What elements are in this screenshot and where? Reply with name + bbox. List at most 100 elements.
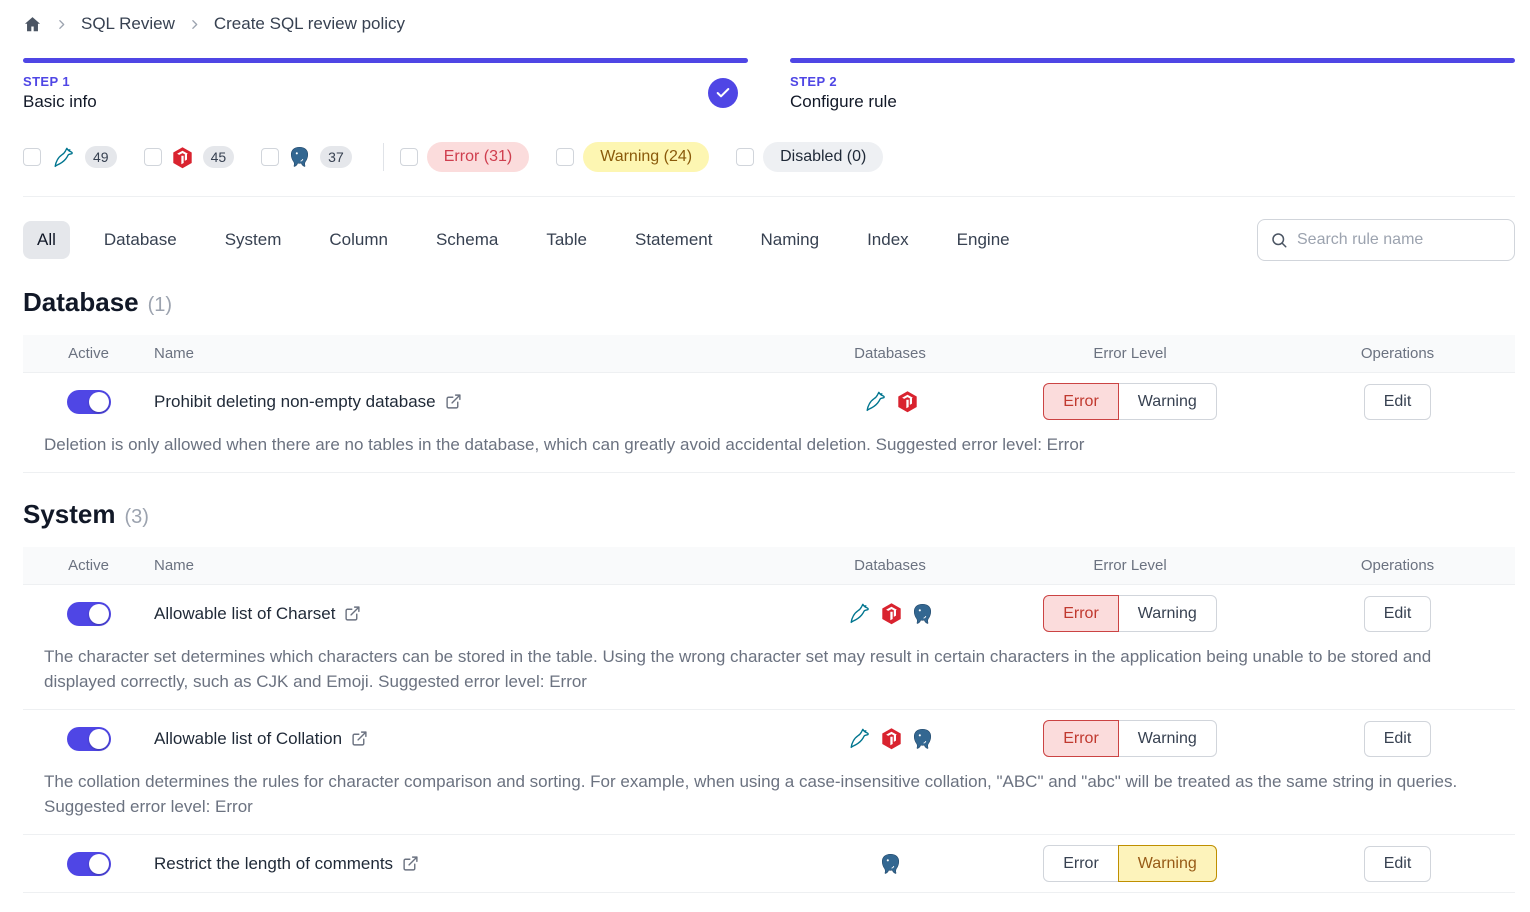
- category-tabs: All Database System Column Schema Table Statem…: [23, 221, 1024, 259]
- rule-active-toggle[interactable]: [66, 726, 111, 751]
- tab-engine[interactable]: Engine: [956, 230, 1010, 249]
- filter-level-warning-checkbox[interactable]: [556, 148, 575, 166]
- breadcrumb-sql-review[interactable]: SQL Review: [81, 14, 175, 33]
- tab-system[interactable]: System: [224, 230, 282, 249]
- tab-column[interactable]: Column: [329, 230, 388, 249]
- rule-name: Prohibit deleting non-empty database: [154, 391, 436, 411]
- filter-level-error: Error (31): [399, 142, 530, 172]
- level-option-error-button[interactable]: Error: [1043, 720, 1119, 757]
- rule-name: Restrict the length of comments: [154, 853, 394, 873]
- level-option-warning-button[interactable]: Warning: [1117, 595, 1217, 632]
- filter-engine-tidb-count: 45: [202, 146, 235, 168]
- home-icon[interactable]: [23, 15, 42, 34]
- section-system: System (3) Active Name Databases Error Level O…: [23, 499, 1515, 893]
- step-1-label: STEP 1: [23, 74, 70, 89]
- error-level-cell: Error Warning: [980, 383, 1280, 420]
- step-2-label: STEP 2: [790, 74, 837, 89]
- column-header-operations: Operations: [1360, 345, 1435, 362]
- rule-row: Allowable list of Charset Error Warning Edi…: [23, 585, 1515, 642]
- tab-table[interactable]: Table: [546, 230, 587, 249]
- step-1-title: Basic info: [23, 92, 97, 111]
- filter-level-disabled-checkbox[interactable]: [736, 148, 755, 166]
- rule-name: Allowable list of Collation: [154, 728, 343, 748]
- tab-statement[interactable]: Statement: [634, 230, 713, 249]
- column-header-databases: Databases: [854, 557, 926, 574]
- step-2: STEP 2 Configure rule: [790, 58, 1515, 112]
- section-heading: Database (1): [23, 287, 1515, 318]
- error-level-cell: Error Warning: [980, 845, 1280, 882]
- error-level-segmented-control: Error Warning: [1043, 595, 1217, 632]
- edit-button[interactable]: Edit: [1363, 720, 1432, 757]
- column-header-name: Name: [154, 557, 195, 574]
- tab-index[interactable]: Index: [867, 230, 909, 249]
- external-link-icon[interactable]: [344, 605, 361, 622]
- table-header-row: Active Name Databases Error Level Operations: [23, 335, 1515, 373]
- column-header-name: Name: [154, 345, 195, 362]
- rule-description: The character set determines which chara…: [44, 647, 1432, 691]
- step-1-completed-check-icon: [708, 78, 738, 108]
- filter-engine-mysql-count: 49: [85, 146, 117, 168]
- chevron-right-icon: [188, 18, 201, 31]
- tidb-icon: [896, 390, 919, 413]
- breadcrumb: SQL Review Create SQL review policy: [23, 14, 1515, 34]
- name-cell: Allowable list of Charset: [154, 604, 800, 624]
- tab-schema[interactable]: Schema: [435, 230, 499, 249]
- rule-sections: Database (1) Active Name Databases Error Leve…: [23, 287, 1515, 893]
- column-header-operations: Operations: [1360, 557, 1435, 574]
- name-cell: Allowable list of Collation: [154, 729, 800, 749]
- chevron-right-icon: [55, 18, 68, 31]
- filter-engine-postgres: 37: [261, 145, 352, 169]
- rule-description: Deletion is only allowed when there are …: [44, 435, 1085, 454]
- postgres-icon: [288, 145, 311, 169]
- rule-row: Allowable list of Collation Error Warning E…: [23, 710, 1515, 767]
- level-option-warning-button[interactable]: Warning: [1117, 383, 1217, 420]
- active-cell: [23, 726, 154, 751]
- external-link-icon[interactable]: [351, 730, 368, 747]
- active-cell: [23, 389, 154, 414]
- breadcrumb-current-page: Create SQL review policy: [213, 14, 406, 33]
- edit-button[interactable]: Edit: [1363, 383, 1432, 420]
- filter-level-error-checkbox[interactable]: [399, 148, 418, 166]
- level-option-warning-button[interactable]: Warning: [1117, 845, 1217, 882]
- filter-engine-postgres-checkbox[interactable]: [261, 148, 280, 166]
- rule-active-toggle[interactable]: [66, 389, 111, 414]
- section-count: (3): [124, 506, 149, 528]
- sql-review-page: SQL Review Create SQL review policy STEP…: [23, 14, 1515, 893]
- postgres-icon: [911, 727, 934, 751]
- rule-row: Restrict the length of comments Error Warn…: [23, 835, 1515, 892]
- edit-button[interactable]: Edit: [1363, 845, 1432, 882]
- column-header-active: Active: [68, 557, 109, 574]
- search-rule-input[interactable]: [1297, 231, 1502, 249]
- external-link-icon[interactable]: [402, 855, 419, 872]
- mysql-icon: [846, 601, 872, 626]
- mysql-icon: [862, 389, 888, 414]
- level-option-error-button[interactable]: Error: [1043, 383, 1119, 420]
- edit-button[interactable]: Edit: [1363, 595, 1432, 632]
- step-indicator: STEP 1 Basic info STEP 2 Configure rule: [23, 58, 1515, 112]
- filter-level-warning-pill[interactable]: Warning (24): [583, 142, 710, 172]
- external-link-icon[interactable]: [445, 393, 462, 410]
- rule-active-toggle[interactable]: [66, 851, 111, 876]
- search-icon: [1270, 231, 1288, 249]
- search-box: [1257, 219, 1515, 261]
- level-option-error-button[interactable]: Error: [1043, 845, 1119, 882]
- column-header-active: Active: [68, 345, 109, 362]
- filter-level-disabled: Disabled (0): [736, 142, 884, 172]
- level-option-warning-button[interactable]: Warning: [1117, 720, 1217, 757]
- tidb-icon: [880, 727, 903, 750]
- rule-allowable-list-of-collation: Allowable list of Collation Error Warning E…: [23, 710, 1515, 835]
- tab-all[interactable]: All: [23, 221, 70, 259]
- databases-cell: [800, 389, 980, 414]
- filter-level-error-pill[interactable]: Error (31): [426, 142, 530, 172]
- filter-engine-mysql-checkbox[interactable]: [23, 148, 41, 166]
- level-option-error-button[interactable]: Error: [1043, 595, 1119, 632]
- operations-cell: Edit: [1280, 595, 1515, 632]
- section-title: Database: [23, 287, 139, 317]
- tab-database[interactable]: Database: [103, 230, 177, 249]
- filter-engine-postgres-count: 37: [320, 146, 352, 168]
- filter-engine-tidb-checkbox[interactable]: [143, 148, 162, 166]
- tab-naming[interactable]: Naming: [760, 230, 820, 249]
- filter-level-disabled-pill[interactable]: Disabled (0): [763, 142, 884, 172]
- mysql-icon: [846, 726, 872, 751]
- rule-active-toggle[interactable]: [66, 601, 111, 626]
